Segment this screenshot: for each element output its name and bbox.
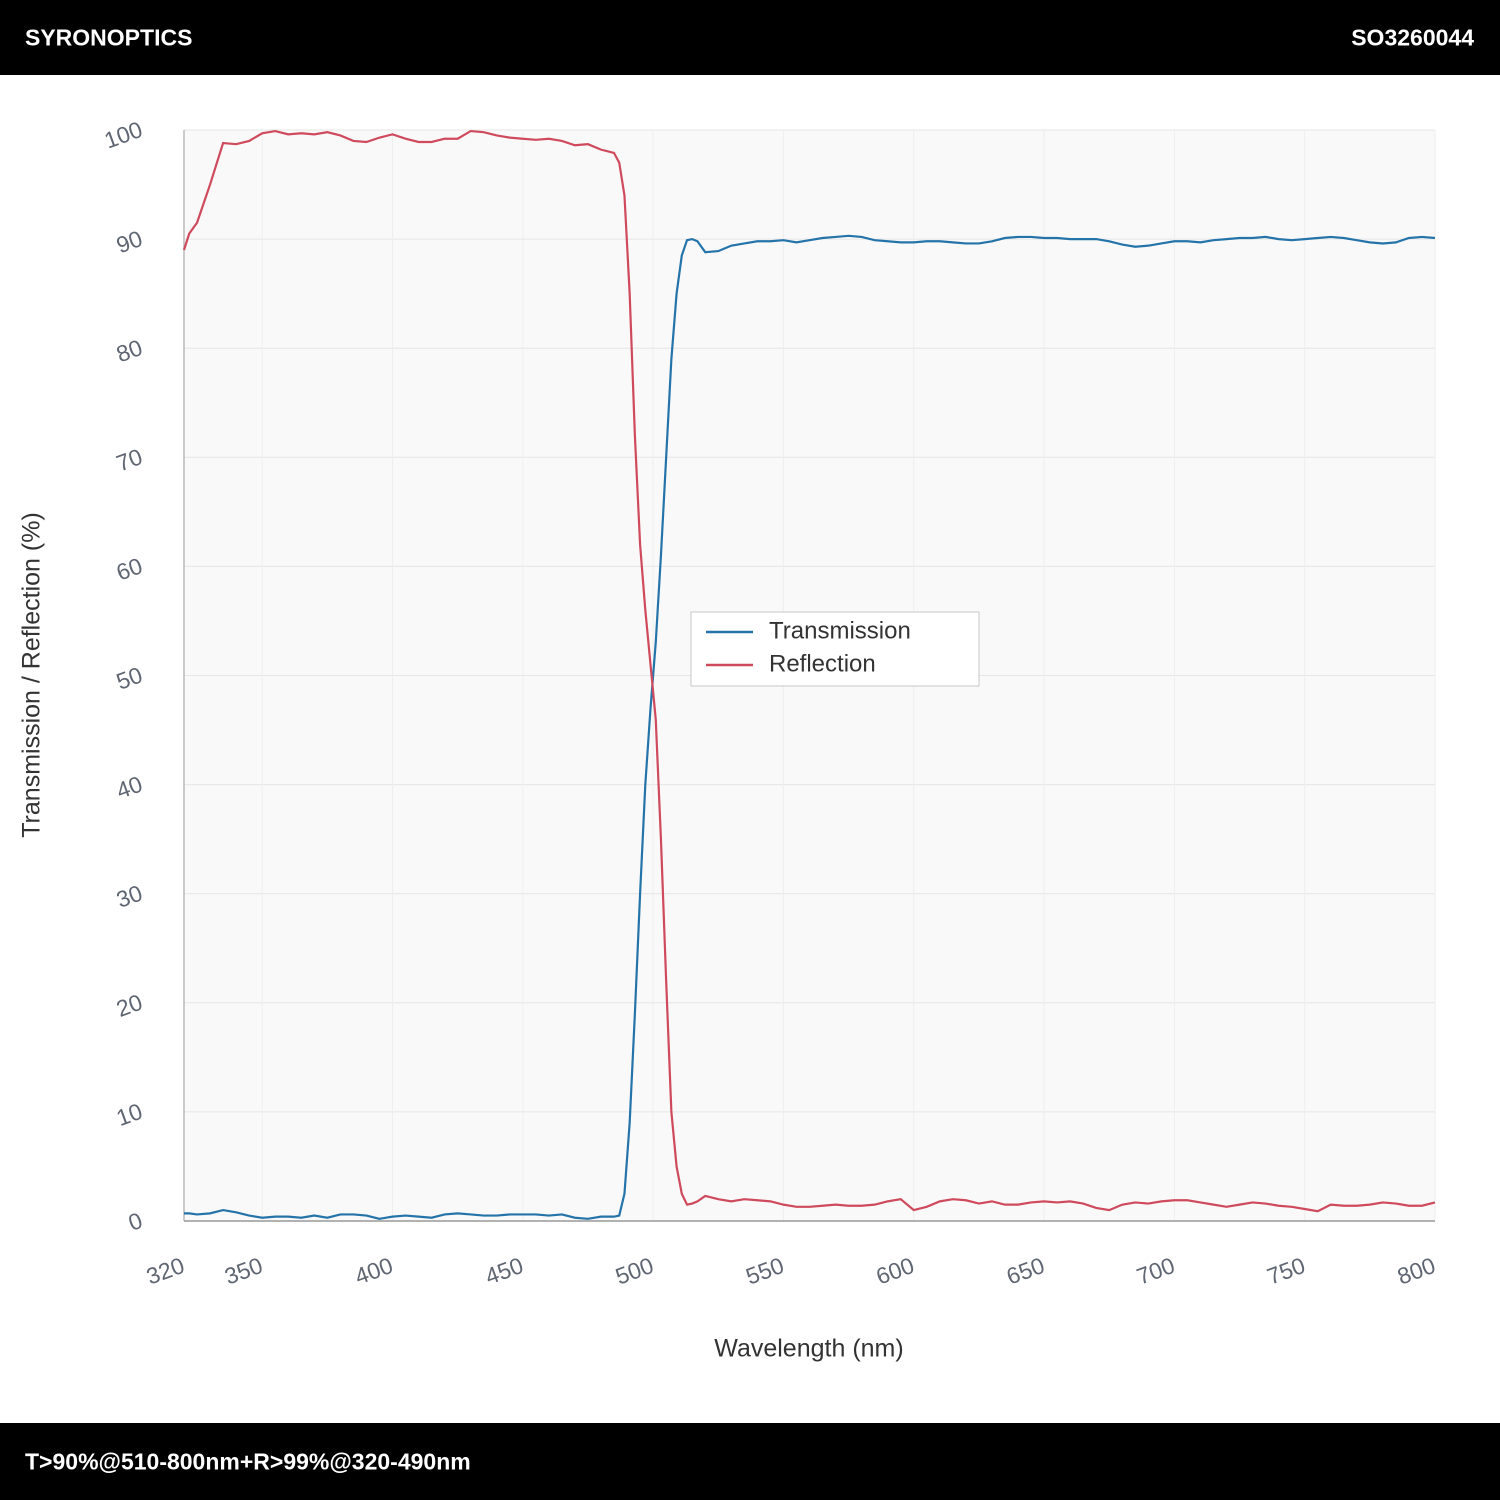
y-axis-title: Transmission / Reflection (%)	[18, 512, 46, 838]
y-tick-label: 10	[113, 1098, 146, 1131]
x-tick-label: 500	[612, 1252, 657, 1290]
data-line	[184, 234, 1436, 1220]
x-tick-label: 600	[873, 1252, 918, 1290]
chart: Wavelength (nm) Transmission / Reflectio…	[18, 116, 1439, 1363]
x-tick-label: 320	[143, 1252, 188, 1290]
footer-text: T>90%@510-800nm+R>99%@320-490nm	[25, 1448, 471, 1474]
x-tick-label: 800	[1394, 1252, 1439, 1290]
code: SO3260044	[1351, 24, 1474, 50]
x-tick-label: 700	[1133, 1252, 1178, 1290]
y-tick-label: 50	[113, 661, 146, 694]
y-tick-label: 100	[101, 116, 146, 154]
x-tick-label: 400	[351, 1252, 396, 1290]
legend-label: Reflection	[769, 650, 876, 677]
x-tick-label: 350	[221, 1252, 266, 1290]
header: SYRONOPTICS SO3260044	[0, 0, 1500, 75]
legend-label: Transmission	[769, 617, 911, 644]
y-tick-label: 20	[113, 989, 146, 1022]
legend: Transmission Reflection	[690, 611, 980, 687]
data-line	[182, 129, 1436, 1213]
x-tick-label: 750	[1264, 1252, 1309, 1290]
y-tick-label: 60	[113, 552, 146, 585]
y-tick-label: 70	[113, 443, 146, 476]
x-tick-label: 650	[1003, 1252, 1048, 1290]
x-axis-title: Wavelength (nm)	[714, 1335, 903, 1363]
footer: T>90%@510-800nm+R>99%@320-490nm	[0, 1423, 1500, 1500]
y-tick-label: 90	[113, 225, 146, 258]
y-tick-label: 40	[113, 771, 146, 804]
legend-box	[690, 611, 980, 687]
y-tick-label: 0	[125, 1207, 146, 1236]
x-tick-label: 450	[482, 1252, 527, 1290]
y-tick-label: 30	[113, 880, 146, 913]
brand: SYRONOPTICS	[25, 24, 193, 50]
y-tick-label: 80	[113, 334, 146, 367]
x-tick-label: 550	[742, 1252, 787, 1290]
